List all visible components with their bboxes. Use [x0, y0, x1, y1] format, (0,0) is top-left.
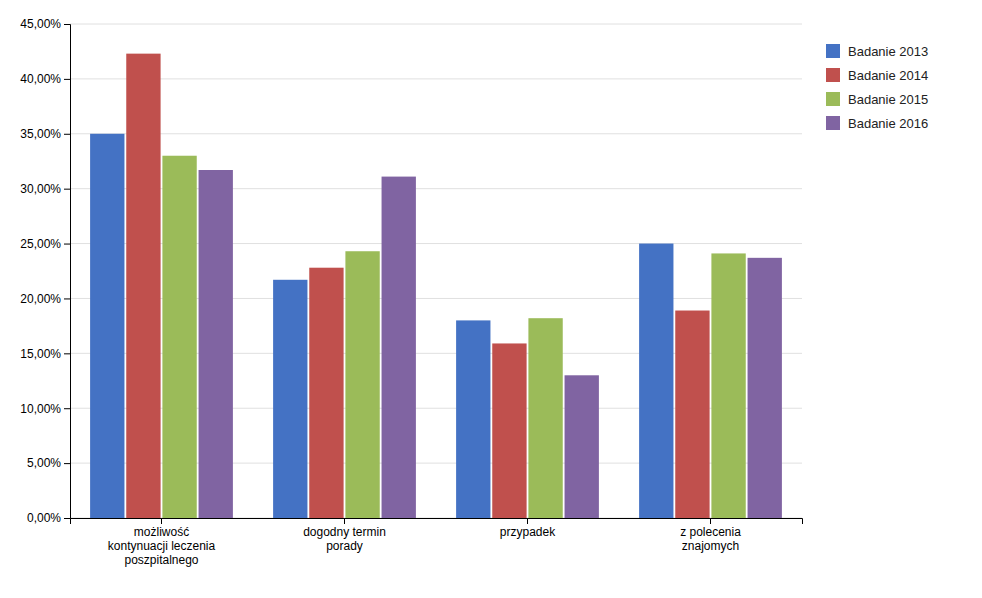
y-tick: 35,00% [20, 127, 70, 141]
legend-swatch [826, 44, 840, 58]
y-tick-label: 5,00% [27, 456, 61, 470]
bar [126, 54, 160, 518]
legend-item: Badanie 2016 [826, 116, 928, 131]
y-tick-mark [64, 518, 70, 519]
x-tick-mark [527, 518, 528, 524]
legend-label: Badanie 2014 [848, 68, 928, 83]
bar-series [199, 170, 782, 518]
legend: Badanie 2013 Badanie 2014 Badanie 2015 Bada… [826, 44, 928, 131]
grid-line [70, 78, 802, 79]
bars [90, 54, 782, 518]
y-tick-label: 40,00% [20, 72, 61, 86]
x-tick-mark [161, 518, 162, 524]
legend-item: Badanie 2015 [826, 92, 928, 107]
bar [565, 375, 599, 518]
legend-item: Badanie 2014 [826, 68, 928, 83]
y-tick: 0,00% [27, 511, 70, 525]
x-tick-label-line: przypadek [500, 525, 556, 539]
bar [90, 134, 124, 518]
x-tick-label: dogodny terminporady [303, 525, 386, 553]
x-tick-label-line: z polecenia [680, 525, 741, 539]
y-tick: 20,00% [20, 292, 70, 306]
x-tick: przypadek [500, 518, 556, 539]
y-tick-mark [64, 134, 70, 135]
bar [675, 311, 709, 518]
x-tick-label-line: porady [326, 539, 363, 553]
y-tick-mark [64, 408, 70, 409]
y-tick: 45,00% [20, 17, 70, 31]
y-axis-line [64, 25, 71, 519]
x-tick: z poleceniaznajomych [680, 518, 741, 553]
x-tick-label-line: poszpitalnego [124, 553, 198, 567]
x-tick-label-line: dogodny termin [303, 525, 386, 539]
bar [711, 253, 745, 518]
bar [382, 177, 416, 518]
x-axis-line [71, 519, 803, 525]
bar [309, 268, 343, 518]
legend-item: Badanie 2013 [826, 44, 928, 59]
bar [456, 320, 490, 518]
bar [748, 258, 782, 518]
bar-series [126, 54, 709, 518]
bar [162, 156, 196, 518]
x-tick-mark [710, 518, 711, 524]
bar [273, 280, 307, 518]
bar-series [162, 156, 745, 518]
chart: 0,00% 5,00% 10,00% 15,00% 20,00% 25,00% 30,00%… [0, 0, 982, 598]
grid-line [70, 133, 802, 134]
legend-label: Badanie 2013 [848, 44, 928, 59]
y-tick: 5,00% [27, 456, 70, 470]
y-tick-label: 15,00% [20, 347, 61, 361]
y-tick-label: 10,00% [20, 402, 61, 416]
y-tick-label: 25,00% [20, 237, 61, 251]
y-tick-mark [64, 189, 70, 190]
x-tick: możliwośćkontynuacji leczeniaposzpitalne… [108, 518, 216, 567]
x-tick-label: z poleceniaznajomych [680, 525, 741, 553]
y-tick-mark [64, 79, 70, 80]
y-tick-label: 20,00% [20, 292, 61, 306]
bar [639, 244, 673, 518]
bar [492, 343, 526, 518]
grid [70, 24, 802, 518]
x-tick-label: przypadek [500, 525, 556, 539]
y-tick-label: 45,00% [20, 17, 61, 31]
y-tick-label: 35,00% [20, 127, 61, 141]
y-tick: 30,00% [20, 182, 70, 196]
y-tick: 15,00% [20, 347, 70, 361]
bar [345, 251, 379, 518]
y-tick-mark [64, 353, 70, 354]
y-axis: 0,00% 5,00% 10,00% 15,00% 20,00% 25,00% 30,00%… [20, 17, 70, 525]
x-tick-label-line: możliwość [134, 525, 189, 539]
x-tick-mark [344, 518, 345, 524]
y-tick: 40,00% [20, 72, 70, 86]
x-tick-label-line: znajomych [682, 539, 739, 553]
y-tick-mark [64, 463, 70, 464]
bar [199, 170, 233, 518]
y-tick-mark [64, 244, 70, 245]
y-tick-mark [64, 24, 70, 25]
x-tick-label-line: kontynuacji leczenia [108, 539, 216, 553]
grid-line [70, 24, 802, 25]
legend-swatch [826, 116, 840, 130]
bar-series [90, 134, 673, 518]
plot: 0,00% 5,00% 10,00% 15,00% 20,00% 25,00% 30,00%… [20, 17, 802, 567]
y-tick-label: 0,00% [27, 511, 61, 525]
y-tick-mark [64, 298, 70, 299]
x-tick: dogodny terminporady [303, 518, 386, 553]
y-tick: 10,00% [20, 402, 70, 416]
x-tick-label: możliwośćkontynuacji leczeniaposzpitalne… [108, 525, 216, 568]
legend-swatch [826, 68, 840, 82]
legend-label: Badanie 2016 [848, 116, 928, 131]
legend-swatch [826, 92, 840, 106]
x-axis: możliwośćkontynuacji leczeniaposzpitalne… [71, 518, 803, 567]
legend-label: Badanie 2015 [848, 92, 928, 107]
y-tick-label: 30,00% [20, 182, 61, 196]
y-tick: 25,00% [20, 237, 70, 251]
bar [528, 318, 562, 518]
